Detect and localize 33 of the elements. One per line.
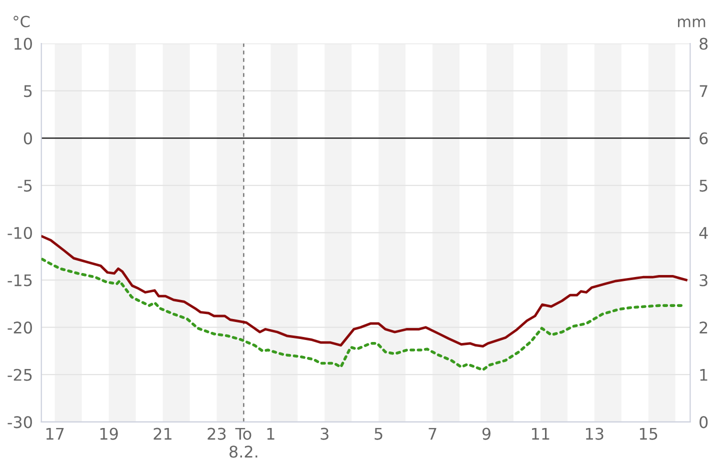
y2-axis-title: mm <box>678 18 706 28</box>
y-axis-title: °C <box>14 16 30 28</box>
x-tick-label: 23 <box>208 428 226 440</box>
y2-tick-label: 8 <box>700 38 708 50</box>
y-tick-label: -20 <box>8 322 32 334</box>
y2-tick-label: 5 <box>700 180 708 192</box>
y2-tick-label: 3 <box>700 274 708 286</box>
x-tick-label: 17 <box>46 428 64 440</box>
y2-tick-label: 1 <box>700 369 708 381</box>
y2-tick-label: 0 <box>700 416 708 428</box>
x-tick-label: To 8.2. <box>230 428 258 458</box>
y-tick-label: -30 <box>8 416 32 428</box>
x-tick-label: 9 <box>482 428 490 440</box>
x-tick-label: 19 <box>100 428 118 440</box>
x-tick-label: 13 <box>586 428 604 440</box>
y-tick-label: -5 <box>18 180 32 192</box>
y-tick-label: 0 <box>24 132 32 144</box>
x-tick-label: 11 <box>532 428 550 440</box>
x-tick-label: 5 <box>374 428 382 440</box>
y2-tick-label: 4 <box>699 227 708 239</box>
y-tick-label: -10 <box>8 226 32 240</box>
y2-tick-label: 7 <box>700 85 708 97</box>
x-tick-label: 21 <box>154 428 172 440</box>
x-tick-label: 15 <box>640 428 658 440</box>
y-tick-label: 10 <box>14 38 32 50</box>
x-tick-label: 1 <box>267 428 274 440</box>
y-tick-label: -15 <box>8 274 32 286</box>
y2-tick-label: 6 <box>700 132 708 144</box>
x-tick-label: 3 <box>320 428 328 440</box>
y-tick-label: -25 <box>8 368 32 381</box>
y-tick-label: 5 <box>24 85 32 98</box>
x-tick-label: 7 <box>428 428 436 440</box>
y2-tick-label: 2 <box>700 322 708 334</box>
